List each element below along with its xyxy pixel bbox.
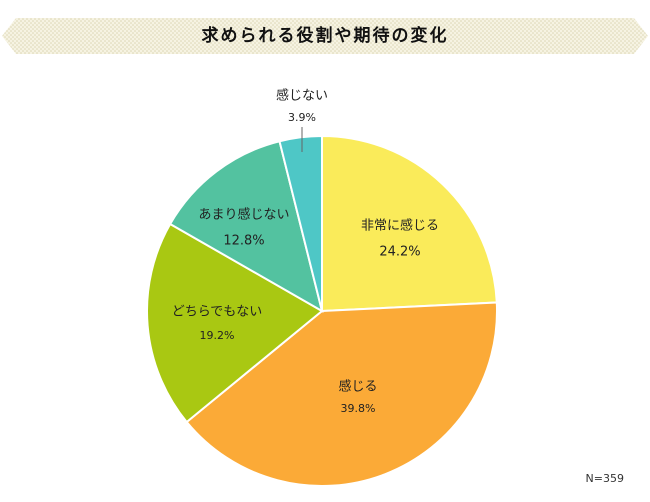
slice-label-4: あまり感じない <box>198 207 289 223</box>
pie-slice-2 <box>185 301 498 487</box>
slice-label-1: 非常に感じる <box>361 218 439 234</box>
slice-label-3: どちらでもない <box>172 305 263 320</box>
slice-label-5: 感じない <box>276 88 328 104</box>
slice-value-1: 24.2% <box>379 245 420 260</box>
chart-title: 求められる役割や期待の変化 <box>201 26 449 46</box>
pie-slice-3 <box>146 222 324 424</box>
slice-value-2: 39.8% <box>341 402 376 415</box>
pie-slice-5 <box>278 134 323 312</box>
pie-slice-4 <box>168 140 324 314</box>
banner-background <box>2 18 648 54</box>
sample-size-label: N=359 <box>585 472 624 485</box>
slice-label-2: 感じる <box>338 379 377 395</box>
slice-value-5: 3.9% <box>288 111 316 124</box>
slice-value-4: 12.8% <box>223 234 264 249</box>
slice-value-3: 19.2% <box>200 329 235 342</box>
title-banner: 求められる役割や期待の変化 <box>0 0 650 70</box>
pie-slice-1 <box>321 134 498 313</box>
